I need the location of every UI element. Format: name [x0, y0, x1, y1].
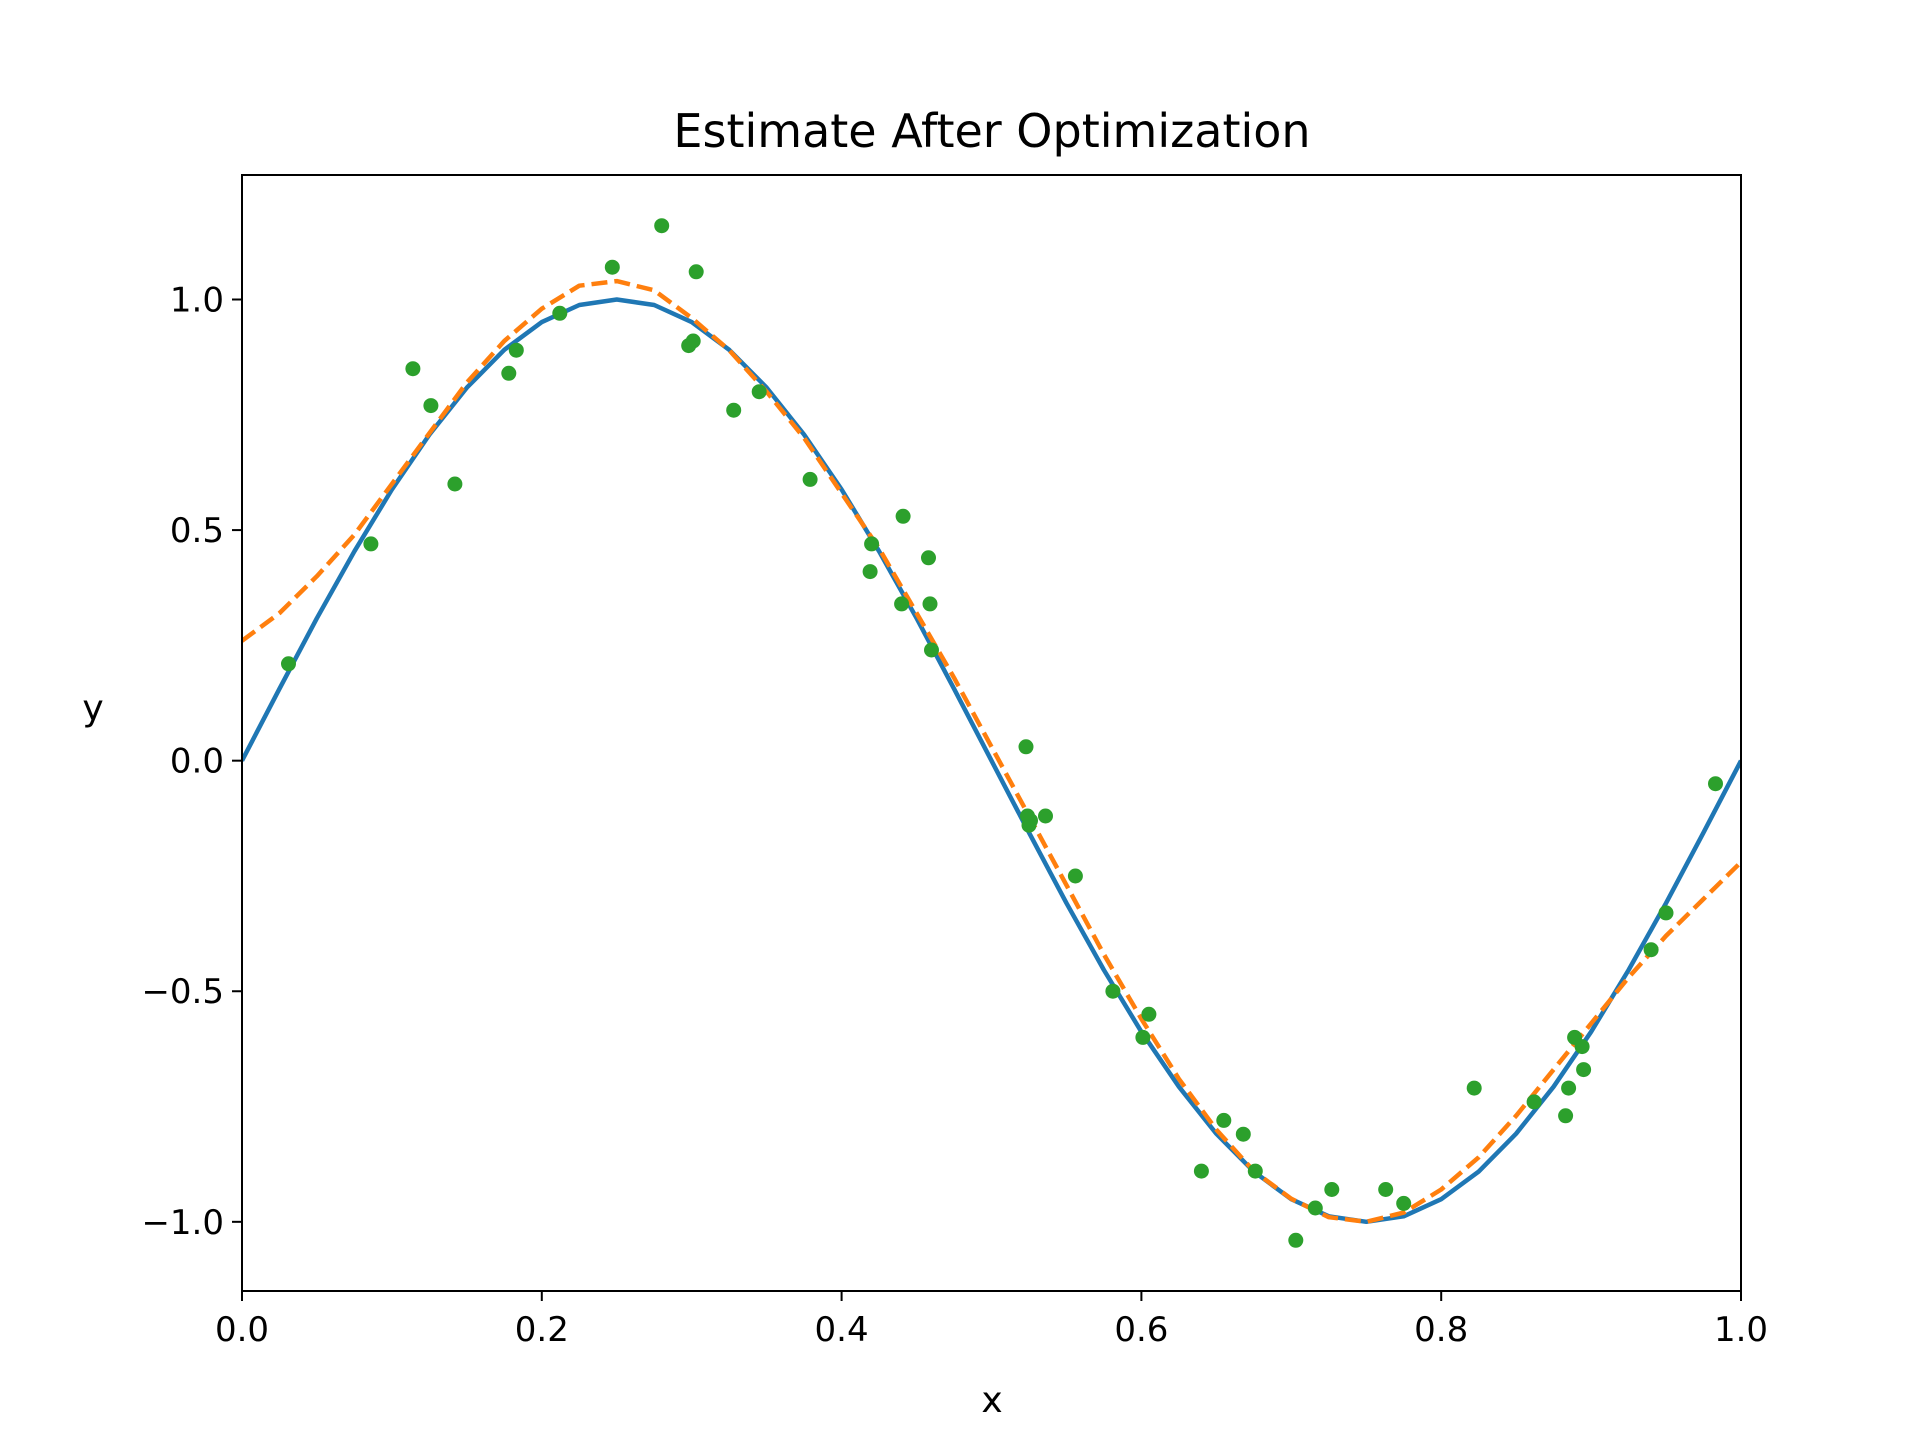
- scatter-point: [423, 398, 439, 414]
- scatter-point: [1105, 983, 1121, 999]
- scatter-point: [447, 476, 463, 492]
- y-axis: −1.0 −0.5 0.0 0.5 1.0: [141, 281, 242, 1243]
- scatter-point: [1526, 1094, 1542, 1110]
- x-tick-label: 0.8: [1414, 1310, 1468, 1350]
- scatter-point: [1708, 776, 1723, 792]
- plot-area: [241, 174, 1742, 1292]
- x-tick-label: 0.2: [515, 1310, 569, 1350]
- scatter-point: [1135, 1029, 1151, 1045]
- scatter-point: [508, 342, 524, 358]
- x-axis: 0.0 0.2 0.4 0.6 0.8 1.0: [215, 1291, 1768, 1350]
- scatter-point: [922, 596, 938, 612]
- scatter-point: [894, 596, 910, 612]
- scatter-point: [1235, 1126, 1251, 1142]
- scatter-point: [1023, 813, 1038, 829]
- x-tick-label: 0.6: [1114, 1310, 1168, 1350]
- scatter-point: [1576, 1062, 1592, 1078]
- scatter-point: [1307, 1200, 1323, 1216]
- scatter-point: [363, 536, 379, 552]
- x-tick-label: 0.4: [815, 1310, 869, 1350]
- scatter-point: [1067, 868, 1083, 884]
- scatter-point: [688, 264, 704, 280]
- scatter-point: [1658, 905, 1674, 921]
- y-axis-label: y: [82, 688, 103, 729]
- scatter-point: [1643, 942, 1659, 958]
- scatter-point: [1247, 1163, 1263, 1179]
- x-axis-label: x: [981, 1380, 1002, 1421]
- scatter-point: [751, 384, 767, 400]
- scatter-point: [1396, 1195, 1412, 1211]
- scatter-point: [895, 508, 911, 524]
- scatter-point: [921, 550, 936, 566]
- scatter-point: [862, 564, 878, 580]
- scatter-point: [604, 259, 620, 275]
- plot-frame: [241, 174, 1742, 1292]
- y-tick-label: −1.0: [141, 1203, 224, 1243]
- series-line-solid: [242, 297, 1741, 1225]
- scatter-point: [1558, 1108, 1574, 1124]
- scatter-point: [924, 642, 939, 658]
- y-tick-label: 1.0: [170, 281, 224, 321]
- scatter-point: [1378, 1182, 1394, 1197]
- scatter-point: [281, 656, 296, 672]
- x-tick-label: 1.0: [1714, 1310, 1768, 1350]
- scatter-point: [501, 365, 517, 381]
- y-tick-label: 0.0: [170, 742, 224, 782]
- scatter-point: [1141, 1006, 1157, 1022]
- scatter-point: [802, 471, 818, 487]
- scatter-point: [654, 218, 670, 234]
- chart-title: Estimate After Optimization: [673, 104, 1310, 158]
- scatter-point: [1288, 1232, 1304, 1248]
- scatter-point: [1038, 808, 1053, 824]
- scatter-point: [552, 305, 568, 321]
- scatter-point: [1561, 1080, 1577, 1096]
- series-line-dashed: [242, 278, 1741, 1225]
- y-tick-label: 0.5: [170, 511, 224, 551]
- x-tick-label: 0.0: [215, 1310, 269, 1350]
- scatter-point: [1574, 1039, 1590, 1055]
- scatter-point: [405, 361, 421, 377]
- scatter-point: [685, 333, 701, 349]
- scatter-point: [1018, 739, 1034, 755]
- y-tick-label: −0.5: [141, 972, 224, 1012]
- scatter-point: [1466, 1080, 1482, 1096]
- series-layer: [242, 218, 1741, 1248]
- scatter-point: [726, 402, 742, 418]
- scatter-point: [864, 536, 880, 552]
- scatter-point: [1216, 1112, 1232, 1128]
- scatter-point: [1324, 1182, 1340, 1197]
- scatter-point: [1193, 1163, 1209, 1179]
